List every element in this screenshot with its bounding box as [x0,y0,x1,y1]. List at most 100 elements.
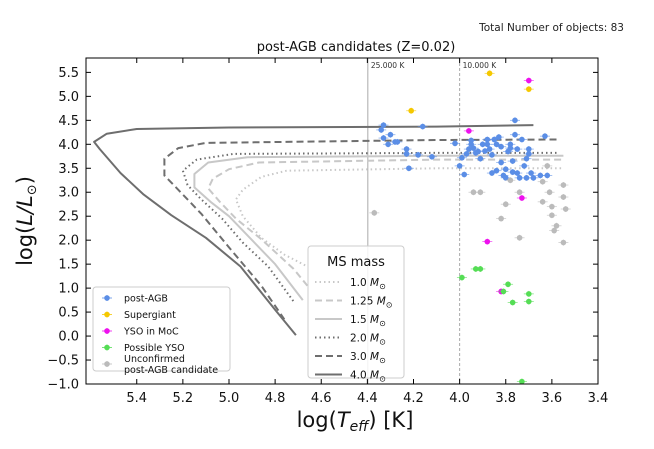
data-point [507,141,514,148]
data-point [519,195,525,201]
track-legend-label: 4.0 M⊙ [350,370,386,384]
data-point [387,131,394,138]
data-point [509,158,516,164]
y-axis-label-var: L/L [13,195,37,225]
x-axis-label-var: T [337,408,352,432]
temperature-line-label: 10.000 K [463,61,498,70]
y-tick-label: 5.0 [58,90,79,105]
data-point [514,170,521,176]
track-legend-label: 3.0 M⊙ [350,351,386,365]
data-point [498,143,504,150]
data-point [505,281,511,288]
x-tick-label: 3.4 [588,391,609,406]
x-tick-label: 5.0 [219,391,240,406]
temperature-line-label: 25.000 K [371,61,406,70]
data-point [385,141,391,148]
data-point [539,199,546,205]
data-point [542,133,548,139]
y-tick-label: 5.5 [58,66,79,81]
data-point [394,139,401,145]
data-point [452,140,458,147]
y-axis-ticks: −1.0 −0.5 0.0 0.5 1.0 1.5 2.0 2.5 3.0 3.5 4.0 4.5 5.… [47,66,598,393]
data-point [459,274,465,281]
data-point [371,210,378,216]
track-line [181,151,557,303]
legend-label: Unconfirmed post-AGB candidate [124,354,218,376]
data-point [429,153,435,160]
track-line [234,167,562,268]
data-point [551,227,557,234]
track-legend-label: 1.25 M⊙ [350,296,392,310]
data-point [502,175,509,181]
data-point [463,151,470,157]
data-point [549,203,555,210]
plot-frame [85,57,599,385]
data-point [512,117,518,124]
points-legend: post-AGB Supergiant YSO in MoC Possible YSO… [92,286,231,376]
track-line [193,154,564,301]
data-point [502,201,509,208]
y-tick-label: 4.5 [58,114,79,129]
data-point [509,299,516,306]
data-point [546,189,553,196]
data-point [526,291,532,297]
data-point [486,146,493,152]
data-point [403,146,410,152]
x-axis-ticks: 5.4 5.2 5.0 4.8 4.6 4.4 4.2 4.0 3.8 3.6 3.4 [126,58,608,406]
data-point [477,189,484,196]
y-axis-label: log(L/L⊙) [13,176,40,266]
data-point [560,239,567,246]
data-point [489,170,495,176]
y-tick-label: 0.5 [58,306,79,321]
y-tick-label: 2.0 [58,234,79,249]
x-tick-label: 4.2 [403,391,424,406]
x-axis-label-pre: log( [297,408,337,432]
data-point [519,136,525,143]
data-point [521,163,527,169]
x-tick-label: 4.6 [311,391,332,406]
legend-label: post-AGB [124,294,168,305]
data-point [553,222,560,229]
data-point [519,378,525,384]
data-point [380,122,387,128]
data-point [526,151,532,157]
data-point [523,175,530,181]
x-tick-label: 4.0 [449,391,470,406]
x-tick-label: 4.8 [265,391,286,406]
y-tick-label: 1.5 [58,258,79,273]
data-point [507,177,514,184]
data-point [544,163,551,169]
data-point [560,194,567,200]
chart-title: post-AGB candidates (Z=0.02) [257,40,456,55]
data-point [419,123,426,130]
legend-marker [104,344,110,351]
data-point [523,155,530,162]
data-point [484,141,491,148]
data-point [544,172,551,179]
data-point [512,131,518,138]
data-point [526,298,532,305]
data-point [493,167,500,174]
tracks-legend: MS mass 1.0 M⊙ 1.25 M⊙ 1.5 M⊙ 2.0 M⊙ 3.0 M⊙ 4… [307,245,405,384]
y-axis-label-group: log(L/L⊙) [13,176,40,266]
data-point [514,146,521,152]
track-line [163,138,557,320]
y-tick-label: 3.5 [58,162,79,177]
x-tick-label: 5.2 [173,391,194,406]
data-point [549,212,555,219]
data-point [526,146,532,152]
data-point [502,166,509,173]
data-point [482,148,488,154]
data-point [403,151,410,157]
data-point [498,159,504,166]
data-point [507,145,514,151]
data-point [475,148,481,155]
data-point [406,165,412,172]
data-point [537,172,544,179]
y-tick-label: 0.0 [58,330,79,345]
data-point [516,189,523,196]
plot-area: 25.000 K 10.000 K [93,58,571,384]
data-point [408,107,414,114]
track-legend-label: 2.0 M⊙ [350,333,386,347]
